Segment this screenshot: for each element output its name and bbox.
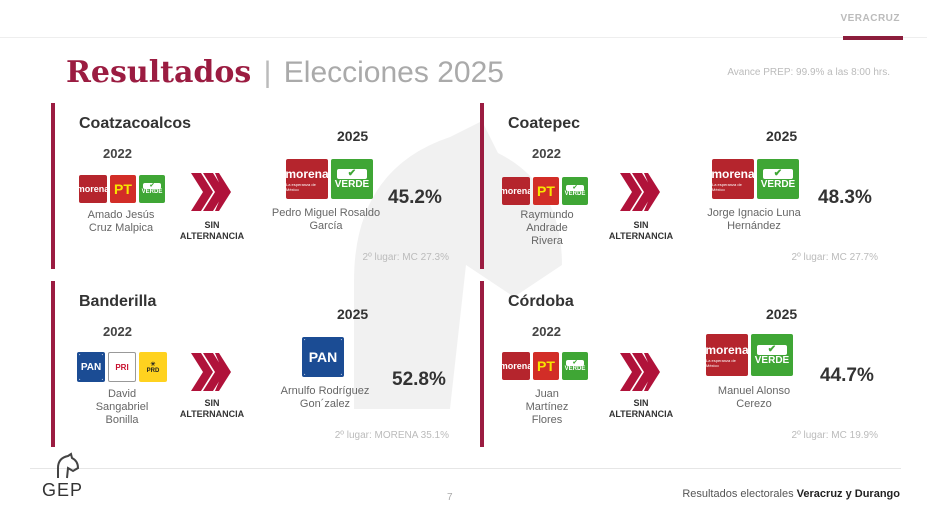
prev-year: 2022 (532, 324, 561, 339)
morena-logo-icon: morena (79, 175, 107, 203)
page-title: Resultados | Elecciones 2025 (66, 55, 504, 90)
morena-logo-icon: morena (502, 352, 530, 380)
prev-candidate: Juan Martínez Flores (525, 388, 569, 426)
prev-party-logos: morena PT ✔ VERDE (79, 175, 165, 203)
winner-percent: 48.3% (818, 187, 872, 208)
title-subtitle: Elecciones 2025 (283, 56, 504, 89)
new-party-logos: PAN (302, 337, 344, 377)
card-banderilla: Banderilla 2022 PAN PRI ☀ PRD David Sangab… (51, 281, 453, 447)
gep-logo-text: GEP (42, 480, 84, 500)
prep-note: Avance PREP: 99.9% a las 8:00 hrs. (727, 67, 890, 78)
morena-logo-icon: morena La esperanza de México (286, 159, 328, 199)
new-year: 2025 (337, 128, 369, 144)
prev-candidate: Amado Jesús Cruz Malpica (87, 209, 155, 234)
morena-logo-icon: morena (502, 177, 530, 205)
sin-alternancia-label: SIN ALTERNANCIA (608, 220, 674, 241)
winner-percent: 44.7% (820, 365, 874, 386)
card-coatzacoalcos: Coatzacoalcos 2022 morena PT ✔ VERDE Amad… (51, 103, 453, 269)
morena-logo-icon: morena La esperanza de México (706, 334, 748, 376)
verde-logo-icon: ✔ VERDE (331, 159, 373, 199)
verde-logo-icon: ✔ VERDE (562, 177, 588, 205)
page-number: 7 (447, 492, 453, 503)
second-place: 2º lugar: MC 27.3% (362, 252, 449, 263)
winner-name: Manuel Alonso Cerezo (717, 385, 791, 410)
sin-alternancia-label: SIN ALTERNANCIA (179, 398, 245, 419)
winner-name: Arnulfo Rodríguez Gon´zalez (280, 385, 370, 410)
verde-logo-icon: ✔ VERDE (562, 352, 588, 380)
winner-name: Pedro Miguel Rosaldo García (271, 207, 381, 232)
verde-logo-icon: ✔ VERDE (757, 159, 799, 199)
pan-logo-icon: PAN (302, 337, 344, 377)
morena-logo-icon: morena La esperanza de México (712, 159, 754, 199)
card-coatepec: Coatepec 2022 morena PT ✔ VERDE Raymundo A… (480, 103, 882, 269)
pri-logo-icon: PRI (108, 352, 136, 382)
new-year: 2025 (766, 128, 798, 144)
second-place: 2º lugar: MORENA 35.1% (334, 430, 449, 441)
footer-caption: Resultados electorales Veracruz y Durang… (682, 488, 900, 500)
arrows-icon (620, 173, 660, 211)
pt-logo-icon: PT (110, 175, 136, 203)
card-cordoba: Córdoba 2022 morena PT ✔ VERDE Juan Martín… (480, 281, 882, 447)
prev-year: 2022 (532, 146, 561, 161)
prev-year: 2022 (103, 324, 132, 339)
top-bar: VERACRUZ (0, 0, 927, 40)
prev-party-logos: morena PT ✔ VERDE (502, 177, 588, 205)
municipality-name: Coatepec (508, 115, 581, 132)
arrows-icon (191, 173, 231, 211)
prev-party-logos: PAN PRI ☀ PRD (77, 352, 167, 382)
title-main: Resultados (66, 55, 252, 90)
second-place: 2º lugar: MC 27.7% (791, 252, 878, 263)
prev-candidate: Raymundo Andrade Rivera (520, 209, 574, 247)
verde-logo-icon: ✔ VERDE (751, 334, 793, 376)
new-party-logos: morena La esperanza de México ✔ VERDE (712, 159, 799, 199)
pt-logo-icon: PT (533, 352, 559, 380)
municipality-name: Banderilla (79, 293, 157, 310)
verde-logo-icon: ✔ VERDE (139, 175, 165, 203)
new-year: 2025 (766, 306, 798, 322)
new-party-logos: morena La esperanza de México ✔ VERDE (706, 334, 793, 376)
footer-divider (30, 468, 901, 469)
pt-logo-icon: PT (533, 177, 559, 205)
prev-year: 2022 (103, 146, 132, 161)
municipality-name: Coatzacoalcos (79, 115, 192, 132)
arrows-icon (191, 353, 231, 391)
prev-party-logos: morena PT ✔ VERDE (502, 352, 588, 380)
title-separator: | (263, 56, 272, 89)
prd-logo-icon: ☀ PRD (139, 352, 167, 382)
sin-alternancia-label: SIN ALTERNANCIA (179, 220, 245, 241)
region-tag: VERACRUZ (840, 13, 900, 24)
municipality-name: Córdoba (508, 293, 574, 310)
pan-logo-icon: PAN (77, 352, 105, 382)
sin-alternancia-label: SIN ALTERNANCIA (608, 398, 674, 419)
winner-name: Jorge Ignacio Luna Hernández (707, 207, 801, 232)
new-party-logos: morena La esperanza de México ✔ VERDE (286, 159, 373, 199)
winner-percent: 45.2% (388, 187, 442, 208)
arrows-icon (620, 353, 660, 391)
gep-horse-icon (57, 452, 80, 479)
region-underline (843, 36, 903, 40)
second-place: 2º lugar: MC 19.9% (791, 430, 878, 441)
prev-candidate: David Sangabriel Bonilla (95, 388, 149, 426)
new-year: 2025 (337, 306, 369, 322)
winner-percent: 52.8% (392, 369, 446, 390)
